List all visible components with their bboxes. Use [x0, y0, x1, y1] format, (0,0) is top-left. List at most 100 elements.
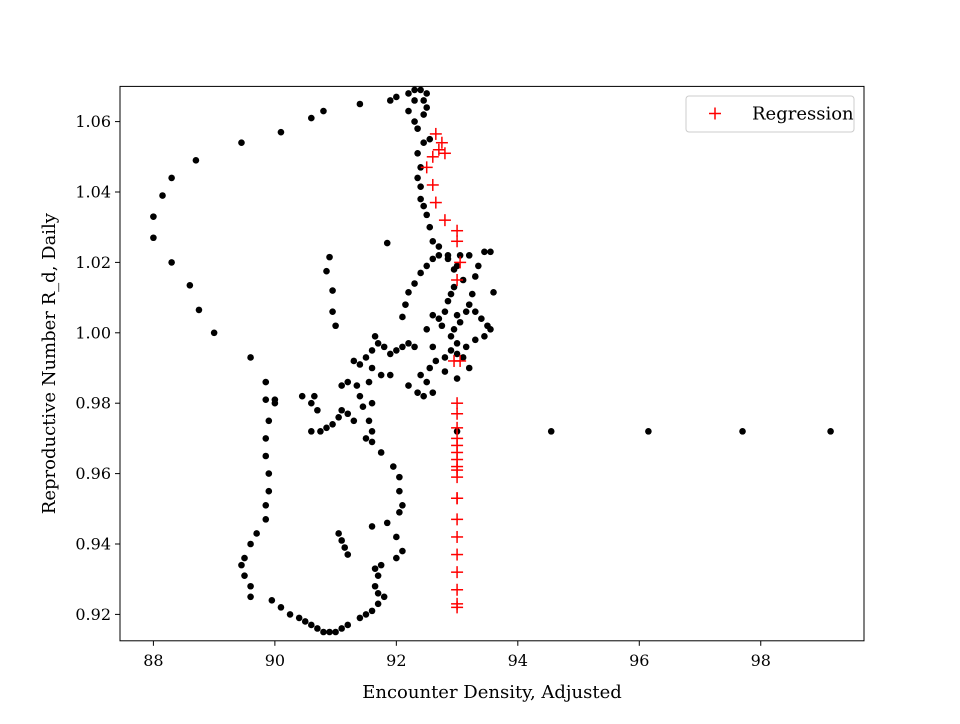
- data-point: [338, 382, 345, 389]
- data-point: [447, 290, 455, 298]
- data-point: [265, 417, 273, 425]
- regression-point: [454, 256, 467, 269]
- data-point: [338, 537, 345, 544]
- data-point: [399, 343, 406, 351]
- regression-point: [432, 143, 445, 156]
- data-point: [350, 357, 358, 365]
- data-point: [386, 371, 394, 379]
- data-point: [374, 340, 382, 347]
- data-point: [308, 114, 315, 122]
- data-point: [308, 399, 315, 407]
- data-point: [332, 628, 339, 636]
- data-point: [453, 340, 461, 347]
- data-point: [420, 392, 427, 400]
- data-point: [380, 593, 388, 601]
- y-tick-label: 1.02: [75, 253, 111, 272]
- data-point: [414, 174, 421, 182]
- data-point: [411, 118, 418, 125]
- data-point: [247, 540, 254, 548]
- data-point: [423, 104, 431, 111]
- data-point: [420, 97, 427, 104]
- data-point: [262, 396, 270, 403]
- data-point: [405, 90, 412, 97]
- data-point: [459, 354, 467, 361]
- x-tick-label: 92: [386, 651, 406, 670]
- data-point: [444, 252, 452, 259]
- data-point: [423, 211, 431, 219]
- data-point: [368, 399, 376, 407]
- regression-point: [451, 471, 464, 484]
- data-point: [417, 164, 424, 171]
- data-point: [393, 93, 400, 101]
- data-point: [414, 389, 421, 396]
- data-point: [468, 290, 476, 298]
- x-tick-label: 96: [629, 651, 649, 670]
- data-point: [374, 589, 382, 597]
- data-point: [271, 396, 279, 403]
- data-point: [356, 392, 364, 400]
- data-point: [262, 435, 270, 442]
- data-point: [311, 392, 318, 400]
- data-point: [475, 262, 482, 270]
- data-point: [383, 519, 391, 527]
- regression-point: [420, 161, 433, 174]
- data-point: [420, 202, 427, 210]
- regression-point: [429, 196, 442, 209]
- data-point: [335, 530, 342, 537]
- data-point: [459, 276, 467, 284]
- data-point: [462, 308, 470, 315]
- data-point: [453, 350, 461, 358]
- data-point: [393, 533, 400, 541]
- data-point: [481, 248, 488, 256]
- data-point: [314, 406, 321, 414]
- plot-marks: [150, 86, 834, 636]
- data-point: [277, 604, 285, 611]
- legend-marker-regression: [709, 107, 721, 120]
- data-point: [547, 428, 555, 435]
- data-point: [405, 382, 412, 389]
- data-point: [380, 343, 388, 351]
- regression-point: [451, 548, 464, 561]
- data-point: [210, 329, 218, 337]
- data-point: [411, 97, 418, 104]
- data-point: [368, 607, 376, 615]
- data-point: [368, 364, 376, 372]
- data-point: [353, 382, 361, 389]
- data-point: [377, 449, 385, 456]
- regression-point: [435, 136, 448, 149]
- y-tick-label: 0.96: [75, 464, 111, 483]
- data-point: [390, 463, 397, 470]
- data-point: [465, 252, 473, 259]
- x-axis-label: Encounter Density, Adjusted: [362, 682, 622, 703]
- regression-point: [451, 274, 464, 286]
- data-point: [317, 428, 324, 435]
- data-point: [368, 438, 376, 446]
- data-point: [192, 157, 200, 164]
- data-point: [150, 234, 157, 242]
- y-axis-label: Reproductive Number R_d, Daily: [39, 212, 60, 514]
- data-point: [487, 325, 494, 333]
- data-point: [405, 107, 412, 115]
- data-point: [383, 239, 391, 247]
- regression-point: [451, 407, 464, 420]
- data-point: [444, 297, 452, 305]
- data-point: [365, 378, 373, 386]
- data-point: [326, 628, 333, 636]
- data-point: [441, 308, 449, 315]
- data-point: [423, 90, 431, 97]
- data-point: [426, 135, 434, 143]
- data-point: [417, 86, 424, 94]
- regression-point: [451, 492, 464, 505]
- regression-point: [454, 354, 467, 367]
- regression-point: [451, 566, 464, 579]
- data-point: [356, 100, 364, 108]
- data-point: [320, 628, 327, 636]
- x-tick-label: 94: [508, 651, 528, 670]
- data-point: [429, 237, 437, 245]
- data-point: [435, 315, 443, 323]
- data-point: [168, 259, 175, 266]
- data-point: [386, 350, 394, 358]
- data-point: [362, 354, 370, 361]
- data-point: [344, 621, 352, 629]
